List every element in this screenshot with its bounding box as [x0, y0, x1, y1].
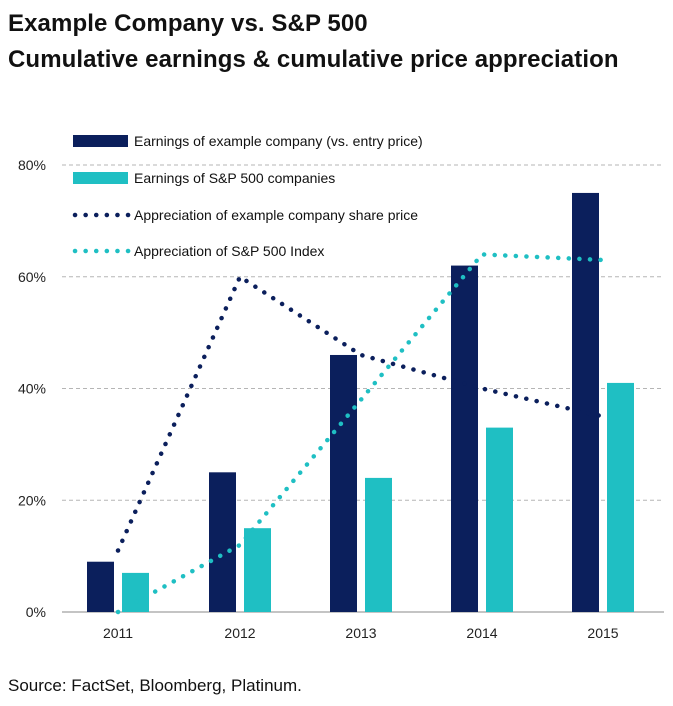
legend-swatch-sp500-earnings — [73, 172, 128, 184]
legend-swatch-example-company-earnings — [73, 135, 128, 147]
bar-example-company-2011 — [87, 561, 114, 612]
x-tick-label-2012: 2012 — [224, 625, 255, 641]
bar-example-company-2013 — [330, 354, 357, 612]
y-tick-label-40: 40% — [18, 381, 46, 397]
x-tick-label-2015: 2015 — [587, 625, 618, 641]
y-tick-label-0: 0% — [26, 604, 46, 620]
bar-example-company-2012 — [209, 472, 236, 612]
bar-example-company-2014 — [451, 265, 478, 612]
chart-title: Example Company vs. S&P 500 Cumulative e… — [8, 6, 619, 78]
legend-label-3: Appreciation of example company share pr… — [134, 207, 418, 223]
bar-example-company-2015 — [572, 192, 599, 612]
legend-label-4: Appreciation of S&P 500 Index — [134, 243, 324, 259]
line-sp500-appreciation — [115, 252, 606, 615]
bar-sp500-2012 — [244, 528, 271, 612]
bar-sp500-2014 — [486, 427, 513, 612]
y-tick-label-60: 60% — [18, 269, 46, 285]
y-tick-label-20: 20% — [18, 492, 46, 508]
bar-sp500-2015 — [607, 382, 634, 612]
chart-title-line-2: Cumulative earnings & cumulative price a… — [8, 46, 619, 73]
line-example-company-appreciation — [115, 273, 606, 553]
chart-title-line-1: Example Company vs. S&P 500 — [8, 10, 368, 37]
source-note: Source: FactSet, Bloomberg, Platinum. — [8, 676, 302, 695]
legend-label-2: Earnings of S&P 500 companies — [134, 170, 335, 186]
legend-label-1: Earnings of example company (vs. entry p… — [134, 133, 423, 149]
x-tick-label-2014: 2014 — [466, 625, 497, 641]
y-tick-label-80: 80% — [18, 157, 46, 173]
x-tick-label-2011: 2011 — [103, 625, 133, 641]
bar-sp500-2013 — [365, 477, 392, 612]
x-tick-label-2013: 2013 — [345, 625, 376, 641]
